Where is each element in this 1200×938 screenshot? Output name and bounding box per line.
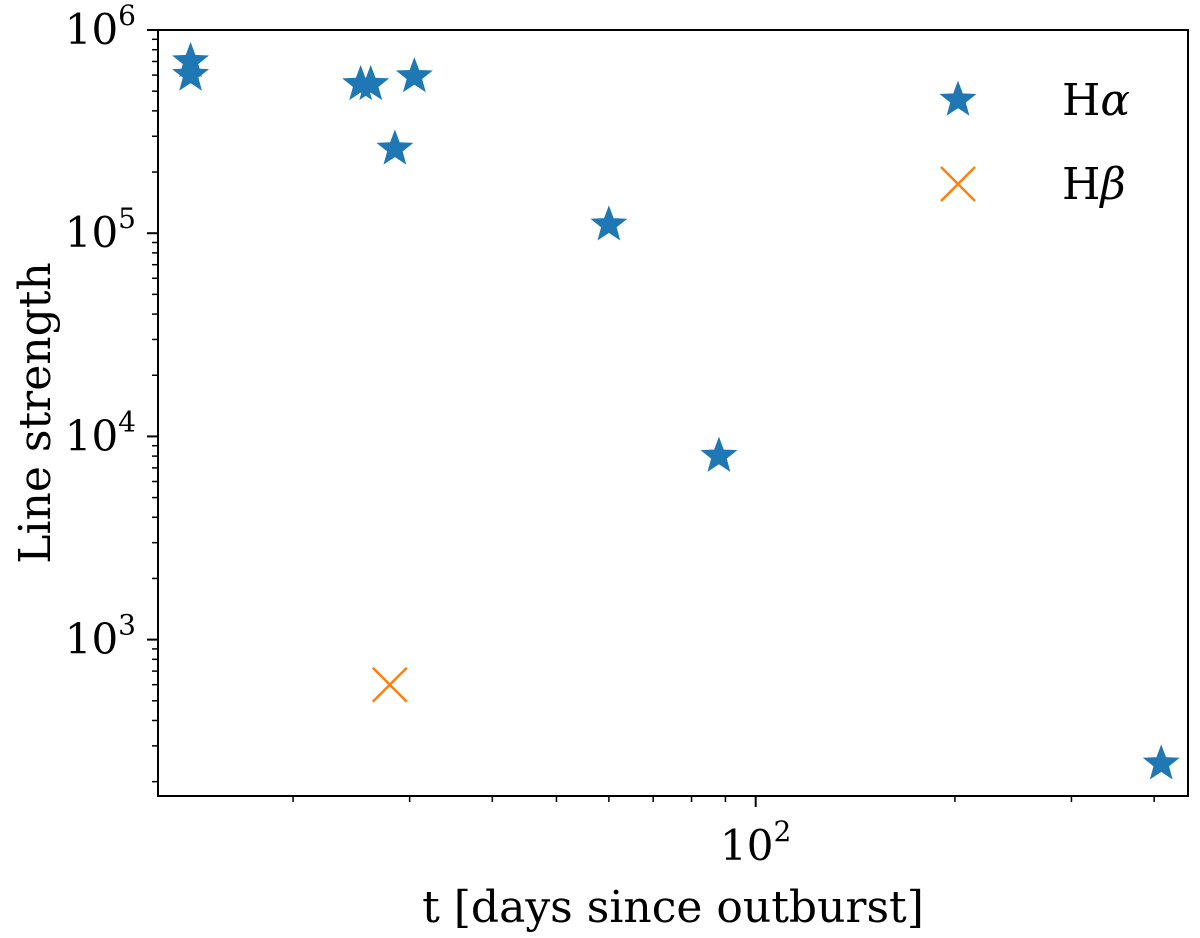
x-marker-stroke	[371, 666, 408, 703]
major-ticks	[147, 29, 757, 807]
legend: Hα Hβ	[939, 75, 1130, 210]
x-marker-stroke	[940, 166, 976, 202]
h-alpha-point	[376, 129, 414, 165]
tick-labels: 103 104 105 106 102	[65, 0, 792, 870]
series-h-alpha	[172, 42, 1180, 780]
h-alpha-point	[172, 55, 210, 91]
series-h-beta	[371, 666, 408, 703]
h-alpha-point	[700, 436, 738, 472]
data-points	[172, 42, 1180, 780]
plot-frame	[157, 29, 1189, 797]
legend-label-h-alpha: Hα	[1062, 75, 1130, 126]
y-tick-label: 103	[65, 609, 136, 664]
h-alpha-point	[395, 57, 433, 93]
y-tick-label: 106	[65, 0, 136, 54]
legend-marker-h-beta	[940, 166, 976, 202]
h-beta-point	[371, 666, 408, 703]
y-tick-label: 104	[65, 405, 136, 460]
legend-label-h-beta: Hβ	[1062, 159, 1126, 210]
legend-marker-h-alpha	[939, 80, 977, 116]
x-axis-label: t [days since outburst]	[422, 882, 924, 933]
h-alpha-point	[590, 205, 628, 241]
h-alpha-point	[1142, 744, 1180, 780]
x-tick-label: 102	[720, 815, 791, 870]
y-axis-label: Line strength	[10, 262, 61, 564]
y-tick-label: 105	[65, 202, 136, 257]
h-alpha-point	[352, 64, 390, 101]
